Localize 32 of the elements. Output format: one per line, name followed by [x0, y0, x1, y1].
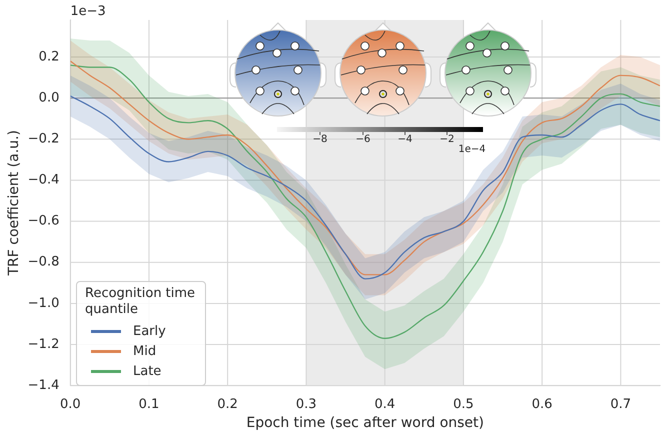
y-tick-label: −0.6	[28, 214, 60, 229]
legend-label: Early	[133, 324, 166, 338]
annotation: 1e−4	[458, 144, 486, 155]
line-series	[70, 95, 660, 280]
text: 1e−3	[70, 4, 106, 19]
x-tick-label: 0.0	[60, 396, 81, 412]
x-axis-title: Epoch time (sec after word onset)	[246, 415, 484, 432]
x-tick-label: 0.4	[374, 396, 396, 412]
x-tick-label: 0.1	[138, 396, 160, 412]
legend-label: Mid	[133, 344, 156, 358]
legend-title: Recognition time quantile	[85, 286, 196, 318]
annotation: −2	[440, 134, 454, 145]
y-tick-label: −0.4	[28, 172, 60, 188]
line-series	[70, 64, 660, 339]
y-tick-label: −1.4	[28, 378, 60, 393]
annotation: −4	[398, 134, 412, 145]
y-tick-label: 0.0	[38, 90, 60, 106]
y-tick-label: −1.0	[28, 296, 60, 311]
y-tick-label: −1.2	[28, 336, 60, 352]
x-tick-label: 0.2	[217, 396, 238, 412]
y-tick-label: 0.2	[38, 49, 60, 64]
y-tick-label: −0.2	[28, 132, 60, 147]
legend-label: Late	[133, 364, 162, 378]
line-series	[70, 60, 660, 276]
x-tick-label: 0.3	[296, 396, 317, 412]
x-tick-label: 0.7	[610, 396, 632, 412]
y-axis-title: TRF coefficient (a.u.)	[6, 130, 22, 277]
annotation: −6	[356, 134, 370, 145]
x-tick-label: 0.6	[532, 396, 552, 412]
x-tick-label: 0.5	[453, 396, 474, 412]
annotation: −8	[312, 134, 328, 145]
y-tick-label: −0.8	[28, 254, 60, 270]
